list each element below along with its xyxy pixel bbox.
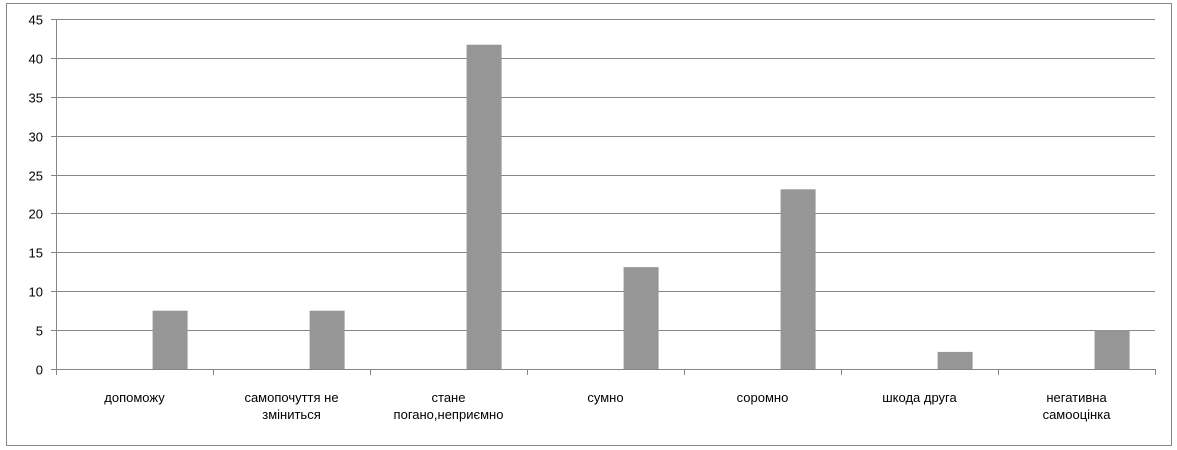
- y-tick-labels: 0 5 10 15 20 25 30 35 40 45: [29, 13, 43, 378]
- x-category-label-line: зміниться: [262, 407, 321, 422]
- y-tick-label: 5: [36, 324, 43, 339]
- x-category-labels: допоможу самопочуття не зміниться стане пога…: [104, 390, 1111, 422]
- bar: [623, 267, 659, 369]
- bar: [309, 310, 345, 369]
- axes: [51, 19, 1156, 375]
- x-category-label: допоможу: [104, 390, 165, 405]
- x-category-label-line: допоможу: [104, 390, 165, 405]
- bar: [780, 189, 816, 369]
- x-category-label: негативна самооцінка: [1043, 390, 1112, 422]
- x-category-label-line: самооцінка: [1043, 407, 1112, 422]
- chart-frame: [6, 3, 1172, 446]
- x-category-label: шкода друга: [882, 390, 957, 405]
- x-category-label: соромно: [737, 390, 789, 405]
- y-tick-label: 15: [29, 246, 43, 261]
- x-category-label-line: шкода друга: [882, 390, 957, 405]
- x-category-label-line: соромно: [737, 390, 789, 405]
- y-tick-label: 20: [29, 207, 43, 222]
- y-tick-label: 45: [29, 13, 43, 28]
- x-category-label: сумно: [587, 390, 623, 405]
- x-category-label: самопочуття не зміниться: [244, 390, 338, 422]
- x-category-label-line: сумно: [587, 390, 623, 405]
- bar: [1094, 330, 1130, 369]
- y-tick-label: 0: [36, 363, 43, 378]
- x-category-label-line: самопочуття не: [244, 390, 338, 405]
- x-category-label-line: негативна: [1046, 390, 1107, 405]
- x-category-label: стане погано,неприємно: [394, 390, 504, 422]
- y-tick-label: 40: [29, 52, 43, 67]
- y-tick-label: 30: [29, 130, 43, 145]
- x-category-label-line: погано,неприємно: [394, 407, 504, 422]
- bars: [152, 44, 1130, 369]
- bar: [937, 351, 973, 369]
- gridlines: [56, 19, 1155, 331]
- y-tick-label: 35: [29, 91, 43, 106]
- y-tick-label: 25: [29, 169, 43, 184]
- bar: [152, 310, 188, 369]
- y-tick-label: 10: [29, 285, 43, 300]
- x-category-label-line: стане: [432, 390, 466, 405]
- bar: [466, 44, 502, 369]
